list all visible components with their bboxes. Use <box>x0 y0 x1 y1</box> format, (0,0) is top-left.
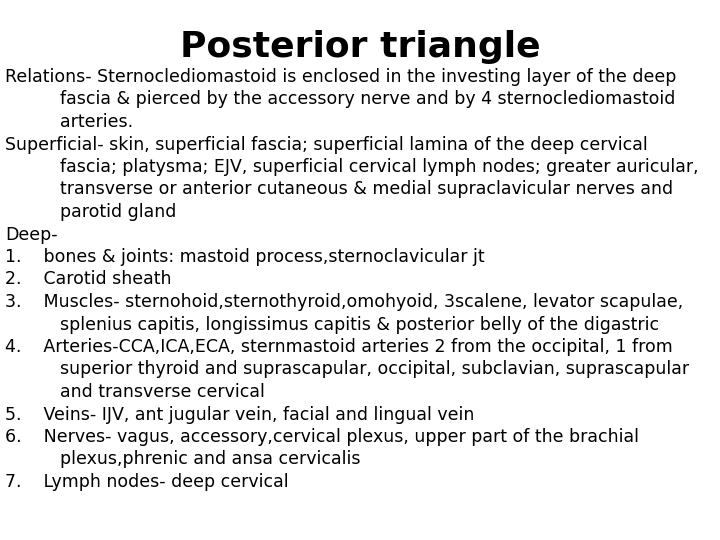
Text: Relations- Sternoclediomastoid is enclosed in the investing layer of the deep: Relations- Sternoclediomastoid is enclos… <box>5 68 676 86</box>
Text: Deep-: Deep- <box>5 226 58 244</box>
Text: superior thyroid and suprascapular, occipital, subclavian, suprascapular: superior thyroid and suprascapular, occi… <box>60 361 689 379</box>
Text: 1.    bones & joints: mastoid process,sternoclavicular jt: 1. bones & joints: mastoid process,stern… <box>5 248 485 266</box>
Text: arteries.: arteries. <box>60 113 133 131</box>
Text: transverse or anterior cutaneous & medial supraclavicular nerves and: transverse or anterior cutaneous & media… <box>60 180 673 199</box>
Text: fascia & pierced by the accessory nerve and by 4 sternoclediomastoid: fascia & pierced by the accessory nerve … <box>60 91 675 109</box>
Text: parotid gland: parotid gland <box>60 203 176 221</box>
Text: splenius capitis, longissimus capitis & posterior belly of the digastric: splenius capitis, longissimus capitis & … <box>60 315 659 334</box>
Text: 2.    Carotid sheath: 2. Carotid sheath <box>5 271 171 288</box>
Text: 5.    Veins- IJV, ant jugular vein, facial and lingual vein: 5. Veins- IJV, ant jugular vein, facial … <box>5 406 474 423</box>
Text: fascia; platysma; EJV, superficial cervical lymph nodes; greater auricular,: fascia; platysma; EJV, superficial cervi… <box>60 158 698 176</box>
Text: and transverse cervical: and transverse cervical <box>60 383 265 401</box>
Text: 6.    Nerves- vagus, accessory,cervical plexus, upper part of the brachial: 6. Nerves- vagus, accessory,cervical ple… <box>5 428 639 446</box>
Text: Superficial- skin, superficial fascia; superficial lamina of the deep cervical: Superficial- skin, superficial fascia; s… <box>5 136 648 153</box>
Text: 4.    Arteries-CCA,ICA,ECA, sternmastoid arteries 2 from the occipital, 1 from: 4. Arteries-CCA,ICA,ECA, sternmastoid ar… <box>5 338 672 356</box>
Text: 3.    Muscles- sternohoid,sternothyroid,omohyoid, 3scalene, levator scapulae,: 3. Muscles- sternohoid,sternothyroid,omo… <box>5 293 683 311</box>
Text: Posterior triangle: Posterior triangle <box>180 30 540 64</box>
Text: plexus,phrenic and ansa cervicalis: plexus,phrenic and ansa cervicalis <box>60 450 361 469</box>
Text: 7.    Lymph nodes- deep cervical: 7. Lymph nodes- deep cervical <box>5 473 289 491</box>
